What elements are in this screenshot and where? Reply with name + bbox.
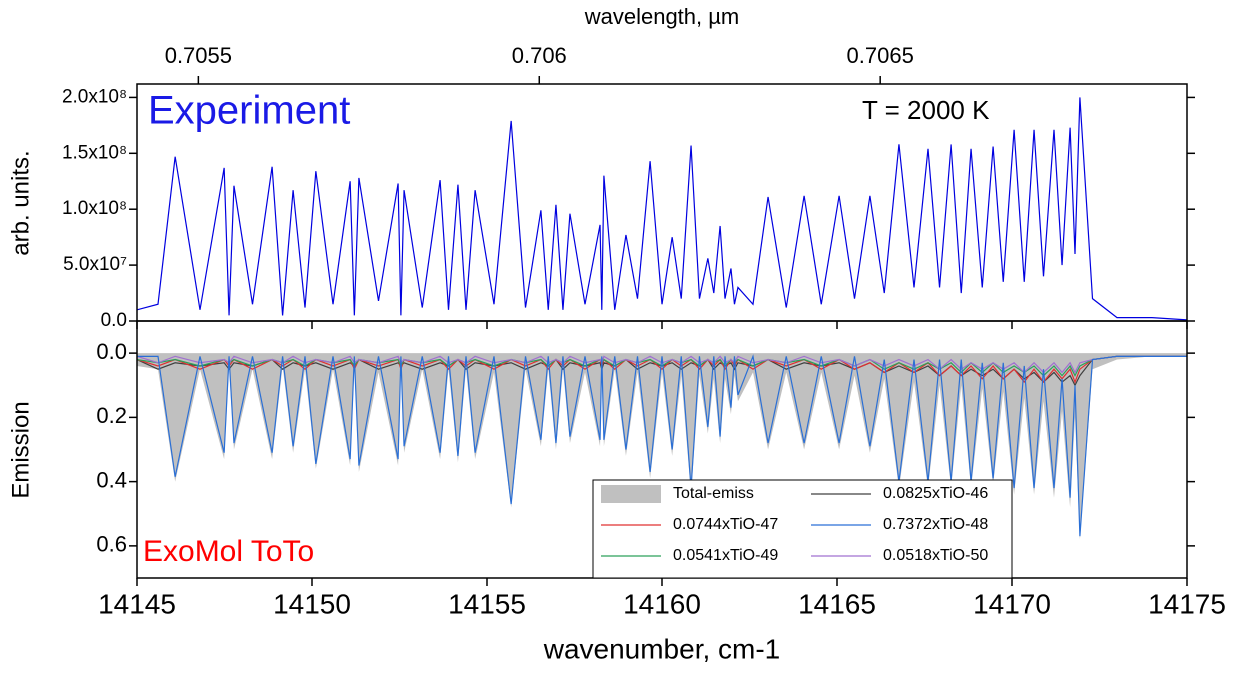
y-tick-label: 0.0	[101, 310, 127, 331]
y-tick-label: 2.0x10⁸	[62, 86, 127, 107]
annotation: Experiment	[148, 89, 350, 133]
y-tick-label: 0.0	[96, 339, 127, 364]
x-tick-label: 14160	[623, 588, 701, 619]
annotation: ExoMol ToTo	[143, 535, 314, 568]
legend-label: 0.0518xTiO-50	[883, 547, 988, 564]
y-tick-label: 0.4	[96, 467, 127, 492]
legend-swatch	[601, 485, 661, 503]
legend-label: 0.0825xTiO-46	[883, 485, 988, 502]
x2-tick-label: 0.7065	[847, 43, 914, 68]
x-tick-label: 14170	[973, 588, 1051, 619]
x2-tick-label: 0.7055	[165, 43, 232, 68]
y-tick-label: 5.0x10⁷	[63, 254, 127, 275]
x2-axis-label: wavelength, µm	[584, 4, 740, 29]
legend-label: 0.0744xTiO-47	[673, 516, 778, 533]
x-tick-label: 14175	[1148, 588, 1226, 619]
axes: 0.0 5.0x10⁷ 1.0x10⁸ 1.5x10⁸ 2.0x10⁸ 0.7055 0.7…	[7, 4, 1226, 665]
x-axis-label: wavenumber, cm-1	[543, 633, 781, 664]
y-tick-label: 0.6	[96, 532, 127, 557]
x2-tick-label: 0.706	[512, 43, 567, 68]
legend-box	[592, 479, 1013, 579]
y-tick-label: 0.2	[96, 403, 127, 428]
top-plot	[137, 97, 1187, 321]
y-axis-label: Emission	[7, 401, 34, 498]
bottom-plot	[137, 353, 1187, 540]
x-tick-label: 14145	[98, 588, 176, 619]
y-tick-label: 1.5x10⁸	[62, 142, 127, 163]
series-line	[137, 354, 1187, 537]
series-line	[137, 355, 1187, 374]
legend-label: 0.7372xTiO-48	[883, 516, 988, 533]
x-tick-label: 14155	[448, 588, 526, 619]
x-tick-label: 14150	[273, 588, 351, 619]
legend-label: 0.0541xTiO-49	[673, 547, 778, 564]
y-tick-label: 1.0x10⁸	[62, 198, 127, 219]
legend-label: Total-emiss	[673, 485, 754, 502]
annotation: T = 2000 K	[862, 95, 990, 125]
y-axis-label: arb. units.	[7, 150, 34, 255]
spectrum-line	[137, 97, 1187, 321]
series-line	[137, 355, 1187, 377]
x-tick-label: 14165	[798, 588, 876, 619]
